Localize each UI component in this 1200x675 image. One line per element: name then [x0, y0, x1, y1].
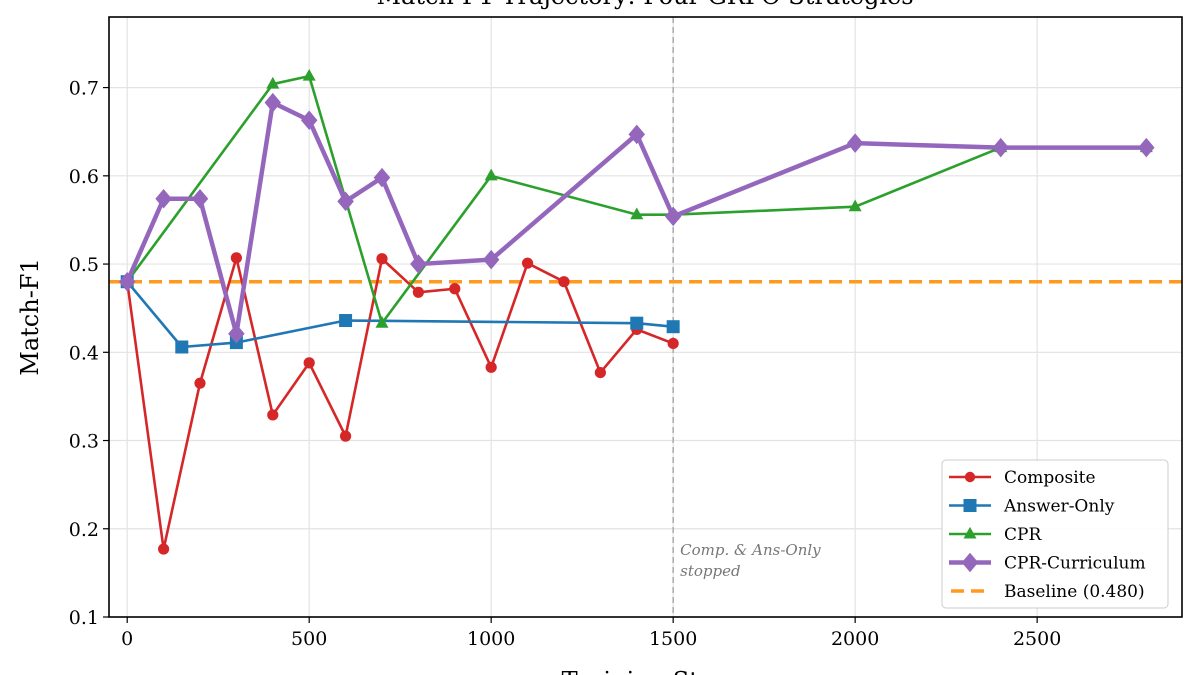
legend-item: Composite [949, 468, 1096, 488]
series-line [126, 280, 674, 349]
legend-item: CPR-Curriculum [949, 552, 1146, 574]
circle-marker [230, 252, 242, 264]
legend: Composite Answer-Only CPR CPR-Curriculum Bas… [941, 459, 1169, 609]
series-layer [118, 68, 1155, 555]
square-marker [963, 499, 977, 512]
circle-marker [558, 276, 570, 288]
y-tick-label: 0.4 [69, 342, 99, 364]
diamond-marker [300, 110, 318, 130]
y-tick-label: 0.2 [69, 519, 99, 541]
legend-box [941, 459, 1169, 609]
y-axis-label: Match-F1 [16, 258, 44, 375]
circle-marker [964, 471, 976, 483]
diamond-marker [228, 324, 245, 344]
diamond-marker [961, 552, 979, 573]
triangle-marker [484, 168, 498, 181]
x-axis-label: Training Step [562, 667, 729, 675]
circle-marker [339, 430, 352, 442]
x-tick-label: 500 [291, 628, 327, 650]
circle-marker [449, 283, 461, 295]
plot-frame [108, 16, 1183, 618]
diamond-marker [482, 249, 500, 270]
circle-marker [267, 409, 279, 421]
legend-label: CPR-Curriculum [1004, 554, 1146, 574]
grid [109, 17, 1182, 618]
legend-label: CPR [1004, 525, 1042, 545]
y-tick-label: 0.1 [69, 607, 99, 629]
diamond-marker [118, 271, 136, 292]
circle-marker [667, 337, 679, 350]
triangle-marker [302, 68, 316, 81]
series-answer-only [120, 275, 680, 354]
ticks: 0 500 1000 1500 2000 2500 0.1 0.2 0.3 0.4 0.5 0.6 0.… [69, 78, 1062, 650]
legend-label: Composite [1004, 468, 1096, 488]
diamond-marker [992, 137, 1009, 158]
diamond-marker [1138, 137, 1155, 158]
series-line [125, 256, 674, 551]
annotation-line: Comp. & Ans-Only [680, 541, 821, 559]
diamond-marker [155, 189, 172, 209]
diamond-marker [628, 124, 646, 145]
y-tick-label: 0.7 [69, 78, 99, 100]
y-tick-label: 0.3 [69, 431, 99, 453]
series-cpr-curriculum [118, 92, 1155, 344]
diamond-marker [264, 92, 282, 113]
triangle-marker [963, 526, 977, 539]
y-tick-label: 0.6 [69, 166, 99, 188]
circle-marker [376, 253, 388, 265]
circle-marker [194, 377, 206, 389]
circle-marker [521, 257, 534, 269]
legend-item: Answer-Only [949, 497, 1115, 517]
legend-item: Baseline (0.480) [951, 582, 1145, 602]
diamond-marker [664, 206, 682, 227]
x-tick-label: 1000 [467, 628, 515, 650]
legend-item: CPR [949, 525, 1042, 545]
square-marker [175, 340, 189, 354]
diamond-marker [373, 167, 391, 188]
x-tick-label: 2000 [831, 628, 879, 650]
triangle-marker [375, 316, 389, 328]
diamond-marker [846, 133, 864, 153]
circle-marker [485, 361, 497, 373]
diamond-marker [410, 254, 427, 274]
legend-label: Answer-Only [1003, 497, 1115, 517]
circle-marker [303, 357, 315, 369]
series-line [126, 74, 1147, 325]
stop-annotation: Comp. & Ans-Only stopped [680, 541, 821, 580]
legend-label: Baseline (0.480) [1004, 582, 1145, 602]
annotation-line: stopped [680, 562, 740, 580]
square-marker [630, 316, 644, 330]
chart-title: Match-F1 Trajectory: Four GRPO Strategie… [376, 0, 913, 10]
circle-marker [157, 543, 170, 555]
square-marker [339, 314, 353, 328]
diamond-marker [337, 191, 354, 212]
triangle-marker [630, 207, 644, 220]
reference-lines [109, 17, 1182, 617]
triangle-marker [848, 199, 862, 212]
circle-marker [594, 366, 606, 379]
diamond-marker [191, 189, 209, 209]
y-tick-label: 0.5 [69, 254, 99, 276]
x-tick-label: 0 [121, 628, 133, 650]
square-marker [666, 320, 680, 334]
x-tick-label: 2500 [1013, 628, 1061, 650]
circle-marker [412, 286, 424, 298]
triangle-marker [266, 76, 280, 89]
x-tick-label: 1500 [649, 628, 697, 650]
